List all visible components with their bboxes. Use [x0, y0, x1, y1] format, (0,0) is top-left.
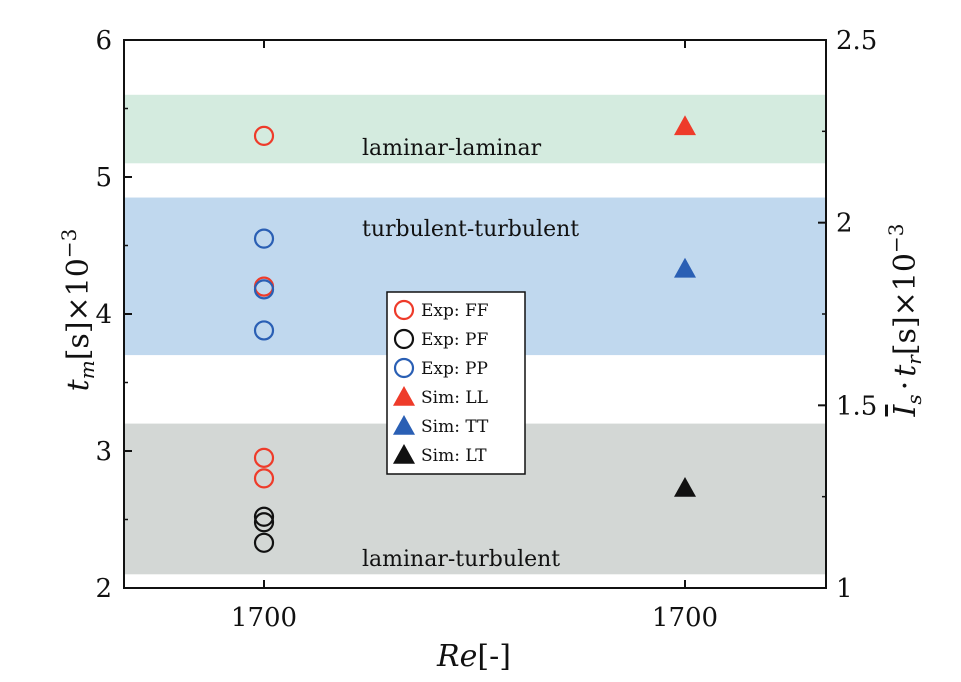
data-markers — [253, 115, 696, 553]
left-tick-label: 3 — [95, 437, 112, 467]
band-labels: laminar-laminar turbulent-turbulent lamina… — [362, 136, 579, 572]
legend-box — [386, 291, 526, 475]
marker-exp-pf — [253, 512, 275, 533]
band-label-laminar-turbulent: laminar-turbulent — [362, 547, 560, 572]
legend-marker — [393, 444, 415, 464]
marker-exp-pp — [253, 228, 275, 249]
legend-entry-label: Sim: LL — [421, 388, 488, 408]
band-label-laminar-laminar: laminar-laminar — [362, 136, 542, 161]
x-tick-label: 1700 — [652, 603, 718, 633]
legend-marker — [393, 328, 415, 350]
marker-sim-tt — [674, 257, 696, 278]
left-tick-label: 6 — [95, 26, 112, 56]
left-tick-label: 2 — [95, 574, 112, 604]
marker-exp-pf — [253, 506, 275, 527]
band-laminar-laminar — [124, 94, 826, 164]
x-axis-title: Re[-] — [436, 639, 511, 674]
legend-entry-label: Exp: PF — [421, 330, 488, 350]
right-tick-label: 1.5 — [836, 391, 877, 421]
legend-entry-label: Exp: PP — [421, 359, 488, 379]
right-tick-label: 2 — [836, 209, 853, 239]
legend-entry-label: Sim: TT — [421, 417, 489, 437]
legend-marker — [393, 357, 415, 379]
marker-sim-lt — [674, 476, 696, 497]
left-axis-title: tm[s]×10−3 — [57, 229, 99, 392]
x-tick-label: 1700 — [231, 603, 297, 633]
legend-entry-label: Exp: FF — [421, 301, 489, 321]
marker-exp-ff — [253, 447, 275, 468]
marker-exp-ff — [253, 468, 275, 489]
legend-marker — [393, 386, 415, 406]
marker-exp-pp — [253, 279, 275, 300]
marker-exp-ff — [253, 125, 275, 146]
legend-marker — [393, 415, 415, 435]
axis-ticks: 2 3 4 5 6 1 1.5 2 2.5 1700 1700 — [95, 26, 877, 633]
left-tick-label: 5 — [95, 163, 112, 193]
legend-entry-label: Sim: LT — [421, 446, 487, 466]
marker-sim-ll — [674, 115, 696, 136]
band-label-turbulent-turbulent: turbulent-turbulent — [362, 217, 579, 242]
marker-exp-pf — [253, 532, 275, 553]
legend: Exp: FF Exp: PF Exp: PP Sim: LL Sim: TT Sim: … — [386, 291, 526, 475]
left-tick-label: 4 — [95, 300, 112, 330]
marker-exp-pp — [253, 320, 275, 341]
right-tick-label: 1 — [836, 574, 853, 604]
right-tick-label: 2.5 — [836, 26, 877, 56]
right-axis-title: Is·tr[s]×10−3 — [884, 224, 926, 418]
legend-marker — [393, 299, 415, 321]
